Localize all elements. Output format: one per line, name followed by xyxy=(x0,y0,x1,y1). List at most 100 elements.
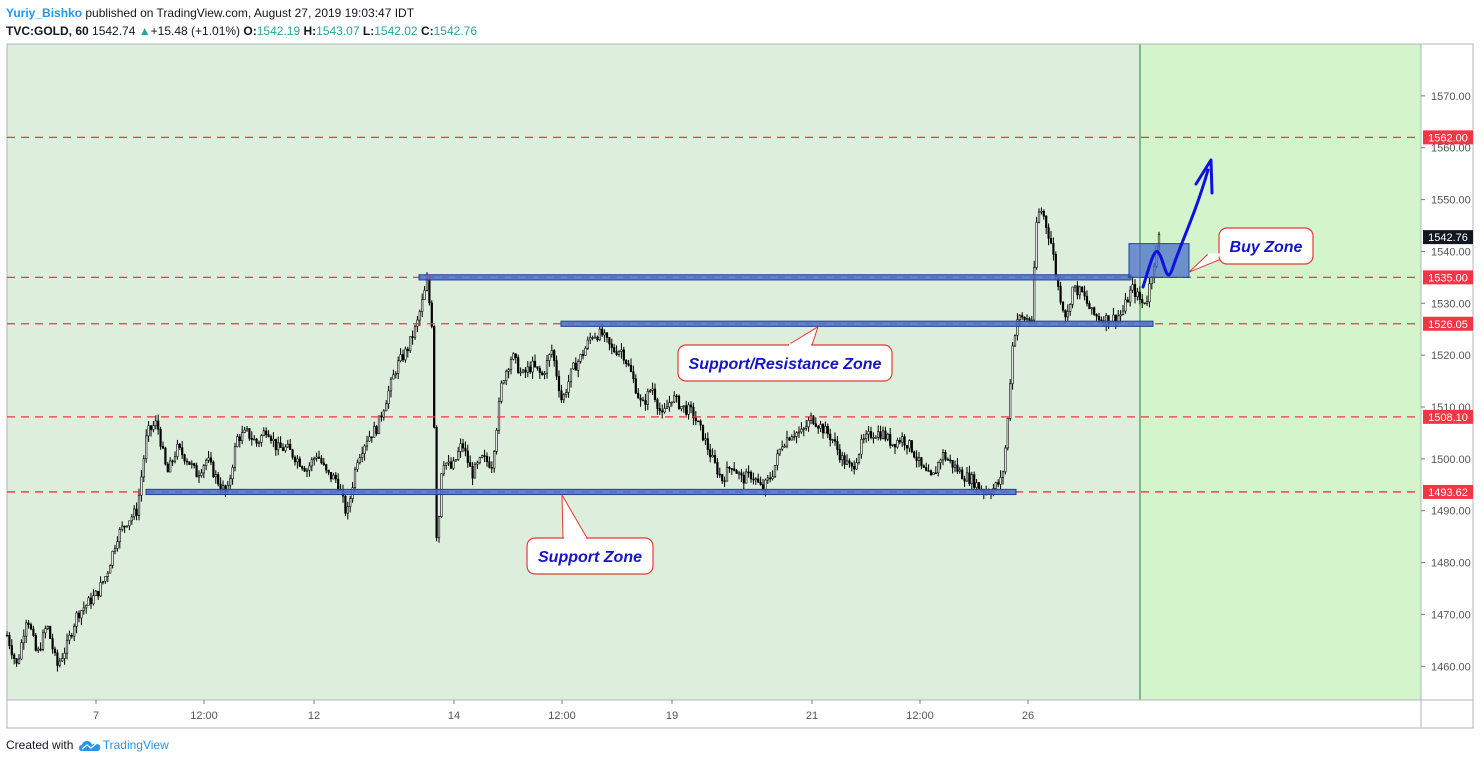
candle-body xyxy=(869,431,873,438)
candle-body xyxy=(850,462,853,467)
candle-body xyxy=(1054,253,1057,277)
candle-body xyxy=(1040,210,1043,213)
candle-body xyxy=(428,278,431,304)
candle-body xyxy=(673,395,676,403)
candle-body xyxy=(809,415,813,421)
candle-body xyxy=(344,495,347,514)
candle-body xyxy=(109,565,112,574)
candle-body xyxy=(1069,304,1072,312)
author-name[interactable]: Yuriy_Bishko xyxy=(6,6,83,20)
candle-body xyxy=(634,378,637,394)
candle-body xyxy=(773,464,777,478)
candle-body xyxy=(101,581,105,583)
candle-body xyxy=(37,648,40,651)
candle-body xyxy=(896,439,899,448)
candle-body xyxy=(711,455,714,458)
candle-body xyxy=(368,436,371,442)
candle-body xyxy=(128,520,131,527)
candle-body xyxy=(387,390,390,405)
candle-body xyxy=(608,337,611,345)
candle-body xyxy=(958,469,961,472)
candle-body xyxy=(365,440,369,447)
candle-body xyxy=(601,328,604,336)
candle-body xyxy=(641,399,645,402)
candle-body xyxy=(670,401,673,404)
candle-body xyxy=(231,467,234,480)
candle-body xyxy=(281,447,285,451)
candle-body xyxy=(757,478,760,483)
candle-body xyxy=(589,337,592,341)
candle-body xyxy=(1126,299,1129,303)
candle-body xyxy=(615,351,618,355)
candle-body xyxy=(116,541,119,549)
candle-body xyxy=(735,470,738,474)
candle-body xyxy=(1088,303,1091,310)
tradingview-brand[interactable]: TradingView xyxy=(102,738,169,752)
candle-body xyxy=(1045,215,1048,228)
candle-body xyxy=(13,654,16,659)
candle-body xyxy=(34,635,37,651)
tradingview-cloud-icon xyxy=(78,740,100,751)
candle-body xyxy=(185,460,189,463)
low-value: 1542.02 xyxy=(374,24,418,38)
candle-body xyxy=(425,278,429,291)
candle-body xyxy=(106,572,109,577)
candle-body xyxy=(677,395,681,410)
candle-body xyxy=(322,462,325,465)
candle-body xyxy=(999,477,1002,485)
candle-body xyxy=(8,634,11,646)
candle-body xyxy=(209,457,213,463)
candle-body xyxy=(478,457,481,464)
level-price-label: 1535.00 xyxy=(1428,272,1468,284)
candle-body xyxy=(733,468,736,471)
candle-body xyxy=(118,529,121,542)
buy-zone-callout-text: Buy Zone xyxy=(1230,239,1303,256)
support-resistance-zone-callout-text: Support/Resistance Zone xyxy=(689,356,882,373)
candle-body xyxy=(526,366,529,373)
candle-body xyxy=(646,390,649,405)
candle-body xyxy=(1129,289,1132,303)
candle-body xyxy=(560,390,563,401)
candle-body xyxy=(125,525,129,528)
candle-body xyxy=(1035,222,1038,268)
candle-body xyxy=(1138,291,1141,300)
candle-body xyxy=(538,367,541,373)
candle-body xyxy=(949,459,952,462)
candle-body xyxy=(805,426,808,429)
candle-body xyxy=(1143,302,1146,305)
candle-body xyxy=(581,354,585,356)
candle-body xyxy=(857,453,861,463)
candle-body xyxy=(262,430,265,436)
candle-body xyxy=(505,371,508,382)
candle-body xyxy=(401,354,405,361)
candle-body xyxy=(149,425,153,430)
candle-body xyxy=(737,472,741,475)
price-tick-label: 1490.00 xyxy=(1431,506,1471,518)
price-tick-label: 1470.00 xyxy=(1431,609,1471,621)
candle-body xyxy=(1148,283,1151,303)
candle-body xyxy=(1085,295,1089,304)
candle-body xyxy=(879,431,882,439)
candle-body xyxy=(51,638,54,650)
time-tick-label: 12 xyxy=(308,710,320,722)
candle-body xyxy=(956,464,959,472)
candle-body xyxy=(625,359,628,365)
candle-body xyxy=(1049,237,1053,244)
candle-body xyxy=(937,462,940,474)
candle-body xyxy=(886,433,889,440)
candle-body xyxy=(524,369,527,373)
zones-group xyxy=(145,243,1190,496)
time-tick-label: 26 xyxy=(1022,710,1034,722)
time-axis: 7 12:00 12 14 12:00 19 21 12:00 26 xyxy=(93,700,1034,722)
buy-zone-callout-box xyxy=(1218,227,1314,265)
candle-body xyxy=(89,597,93,605)
candle-body xyxy=(70,634,73,637)
candle-body xyxy=(1064,309,1067,318)
candle-body xyxy=(301,466,304,469)
candle-body xyxy=(855,462,858,470)
candle-body xyxy=(423,290,426,300)
candle-body xyxy=(531,360,534,373)
candle-body xyxy=(653,388,657,401)
candle-body xyxy=(920,457,923,467)
